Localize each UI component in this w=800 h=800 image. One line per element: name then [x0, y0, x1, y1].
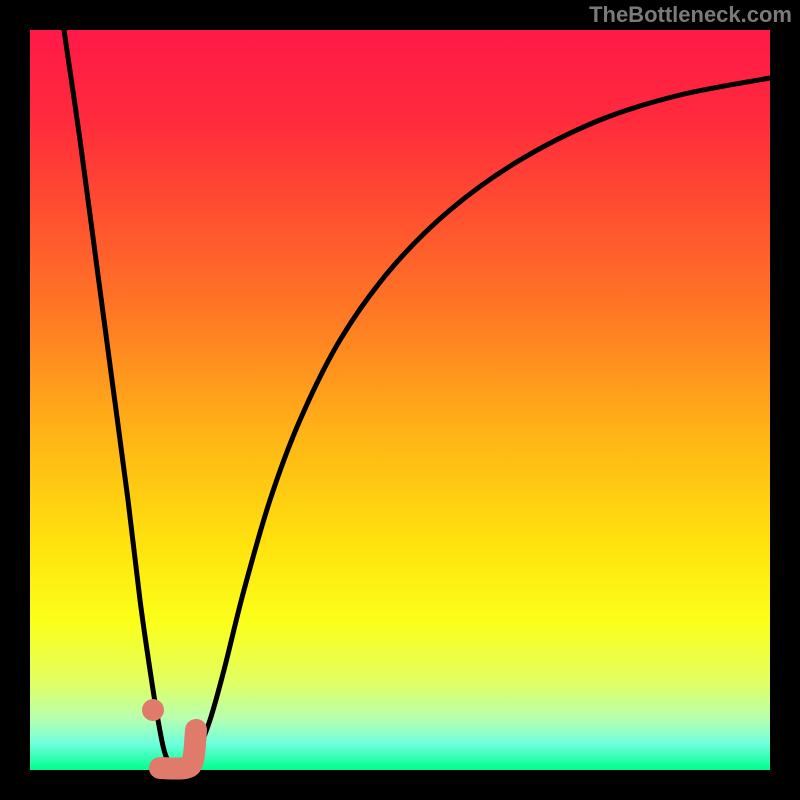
- bottleneck-chart-svg: [0, 0, 800, 800]
- minimum-marker-dot: [142, 699, 164, 721]
- chart-canvas: TheBottleneck.com: [0, 0, 800, 800]
- plot-background-gradient: [30, 30, 770, 770]
